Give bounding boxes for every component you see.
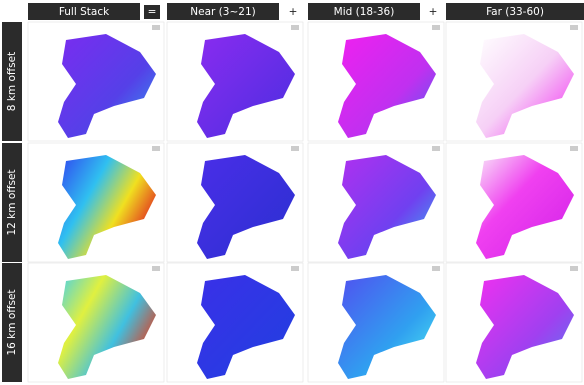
row-header: 12 km offset <box>6 169 18 235</box>
scale-marker <box>570 146 578 151</box>
scale-marker <box>570 25 578 30</box>
figure: Full Stack Near (3~21) Mid (18-36) Far (33-… <box>0 0 584 385</box>
scale-marker <box>432 266 440 271</box>
scale-marker <box>570 266 578 271</box>
scale-marker <box>291 25 299 30</box>
scale-marker <box>291 266 299 271</box>
scale-marker <box>152 146 160 151</box>
scale-marker <box>432 25 440 30</box>
operator: + <box>429 6 438 18</box>
scale-marker <box>152 25 160 30</box>
operator: = <box>148 6 157 18</box>
scale-marker <box>432 146 440 151</box>
column-header: Near (3~21) <box>190 6 255 18</box>
operator: + <box>289 6 298 18</box>
column-header: Full Stack <box>59 6 110 18</box>
row-header: 16 km offset <box>6 289 18 355</box>
scale-marker <box>291 146 299 151</box>
column-header: Mid (18-36) <box>334 6 395 18</box>
page: Full Stack Near (3~21) Mid (18-36) Far (33-… <box>0 0 584 385</box>
row-header: 8 km offset <box>6 52 18 111</box>
scale-marker <box>152 266 160 271</box>
column-header: Far (33-60) <box>486 6 544 18</box>
